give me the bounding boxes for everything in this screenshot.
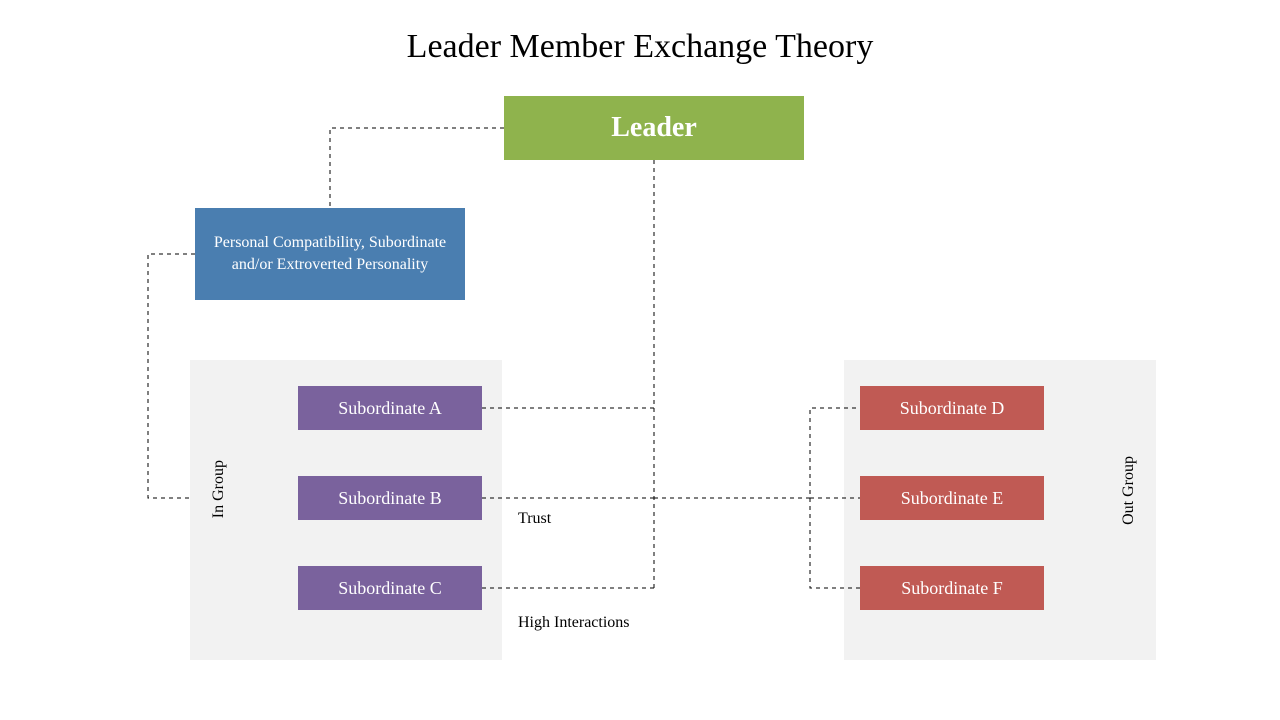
subordinate-label: Subordinate F <box>901 578 1003 599</box>
subordinate-c-node: Subordinate C <box>298 566 482 610</box>
subordinate-e-node: Subordinate E <box>860 476 1044 520</box>
page-title: Leader Member Exchange Theory <box>0 28 1280 66</box>
subordinate-label: Subordinate B <box>338 488 442 509</box>
out-group-label: Out Group <box>1120 456 1138 525</box>
subordinate-b-node: Subordinate B <box>298 476 482 520</box>
compatibility-node: Personal Compatibility, Subordinate and/… <box>195 208 465 300</box>
subordinate-label: Subordinate E <box>901 488 1003 509</box>
subordinate-d-node: Subordinate D <box>860 386 1044 430</box>
compatibility-label: Personal Compatibility, Subordinate and/… <box>209 232 451 277</box>
leader-node: Leader <box>504 96 804 160</box>
subordinate-label: Subordinate C <box>338 578 442 599</box>
leader-label: Leader <box>611 112 697 144</box>
subordinate-f-node: Subordinate F <box>860 566 1044 610</box>
subordinate-label: Subordinate A <box>338 398 442 419</box>
trust-annotation: Trust <box>518 510 551 528</box>
subordinate-label: Subordinate D <box>900 398 1004 419</box>
subordinate-a-node: Subordinate A <box>298 386 482 430</box>
high-interactions-annotation: High Interactions <box>518 614 630 632</box>
in-group-label: In Group <box>210 460 228 518</box>
